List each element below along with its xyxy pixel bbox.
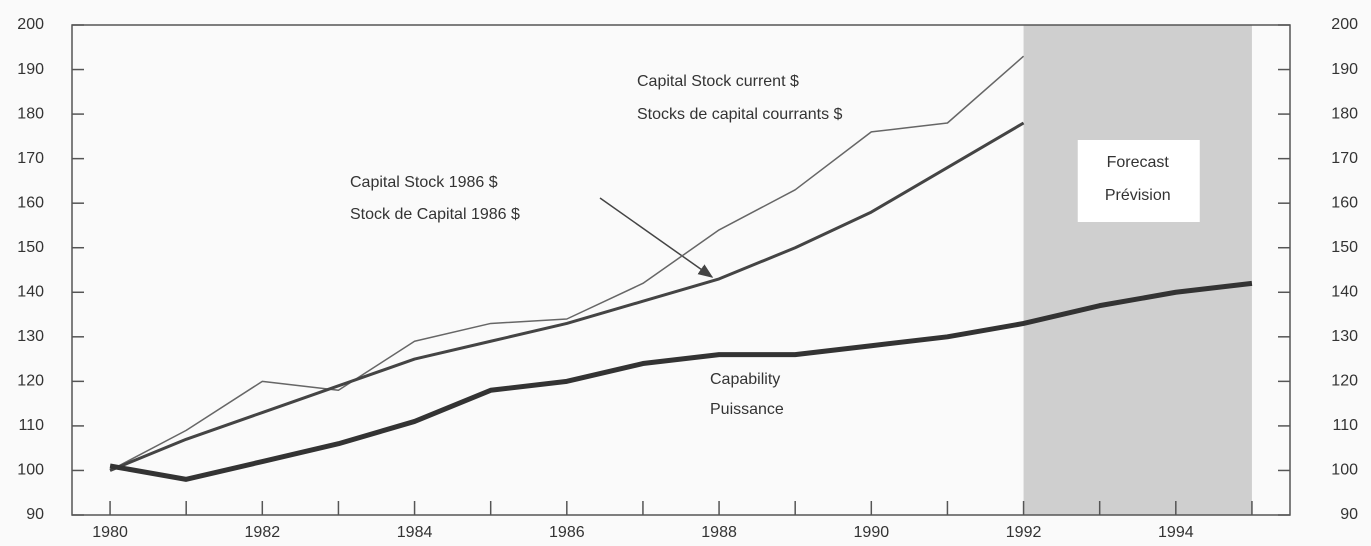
y2-tick-label: 130 [1331, 328, 1358, 345]
series-label-fr: Stocks de capital courrants $ [637, 106, 843, 123]
y2-tick-label: 190 [1331, 61, 1358, 78]
y2-tick-label: 200 [1331, 16, 1358, 33]
series-line [109, 121, 1025, 472]
forecast-label-box [1077, 140, 1200, 222]
x-tick-label: 1990 [854, 524, 890, 541]
y2-tick-label: 140 [1331, 283, 1358, 300]
arrow [599, 197, 714, 278]
y-tick-label: 140 [17, 283, 44, 300]
forecast-label: Forecast [1107, 154, 1170, 171]
x-tick-label: 1988 [701, 524, 737, 541]
y-tick-label: 120 [17, 373, 44, 390]
plot-frame [71, 24, 1291, 516]
y2-tick-label: 170 [1331, 150, 1358, 167]
x-tick-label: 1994 [1158, 524, 1194, 541]
y2-tick-label: 110 [1332, 417, 1358, 434]
series-line [109, 55, 1025, 472]
x-tick-label: 1984 [397, 524, 433, 541]
y-tick-label: 150 [17, 239, 44, 256]
y2-tick-label: 100 [1331, 462, 1358, 479]
y-tick-label: 110 [18, 417, 44, 434]
series-label: Capital Stock current $ [637, 73, 799, 90]
x-tick-label: 1986 [549, 524, 585, 541]
series-label-fr: Puissance [710, 401, 784, 418]
y-tick-label: 160 [17, 194, 44, 211]
series-label: Capital Stock 1986 $ [350, 174, 498, 191]
y2-tick-label: 120 [1331, 373, 1358, 390]
series-label: Capability [710, 371, 780, 388]
forecast-region [1023, 25, 1252, 515]
y-tick-label: 100 [17, 462, 44, 479]
y-tick-label: 200 [17, 16, 44, 33]
y-tick-label: 170 [17, 150, 44, 167]
y2-tick-label: 90 [1340, 506, 1358, 523]
y-tick-label: 190 [17, 61, 44, 78]
forecast-label-fr: Prévision [1105, 187, 1171, 204]
x-tick-label: 1992 [1006, 524, 1042, 541]
y-tick-label: 130 [17, 328, 44, 345]
y2-tick-label: 180 [1331, 105, 1358, 122]
y2-tick-label: 160 [1331, 194, 1358, 211]
y-tick-label: 180 [17, 105, 44, 122]
x-tick-label: 1980 [92, 524, 128, 541]
x-tick-label: 1982 [245, 524, 281, 541]
y-tick-label: 90 [26, 506, 44, 523]
series-line [109, 280, 1253, 482]
series-label-fr: Stock de Capital 1986 $ [350, 206, 520, 223]
y2-tick-label: 150 [1331, 239, 1358, 256]
